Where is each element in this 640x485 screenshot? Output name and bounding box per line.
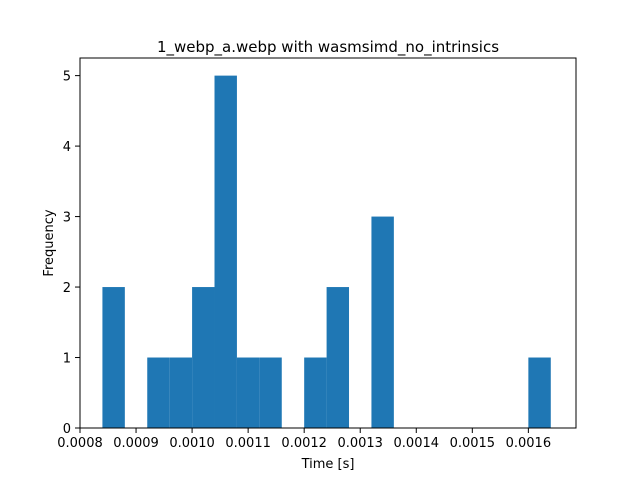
y-axis-label: Frequency bbox=[42, 209, 57, 276]
y-tick-label-3: 3 bbox=[63, 211, 71, 226]
histogram-bar-10 bbox=[326, 287, 350, 428]
histogram-bar-7 bbox=[259, 357, 282, 428]
histogram-bar-5 bbox=[214, 75, 237, 429]
x-tick-label-4: 0.0012 bbox=[281, 436, 327, 451]
histogram-bar-19 bbox=[528, 357, 551, 428]
x-tick-label-7: 0.0015 bbox=[450, 436, 496, 451]
y-tick-label-4: 4 bbox=[63, 140, 71, 155]
y-tick-label-0: 0 bbox=[63, 422, 71, 437]
y-tick-label-2: 2 bbox=[63, 281, 71, 296]
x-tick-label-6: 0.0014 bbox=[394, 436, 440, 451]
histogram-bar-3 bbox=[169, 357, 193, 428]
bars-layer bbox=[102, 75, 551, 429]
histogram-bar-4 bbox=[192, 287, 215, 428]
x-tick-label-3: 0.0011 bbox=[225, 436, 271, 451]
x-axis-label: Time [s] bbox=[301, 457, 355, 472]
histogram-bar-9 bbox=[304, 357, 327, 428]
x-tick-label-2: 0.0010 bbox=[169, 436, 215, 451]
x-tick-label-0: 0.0008 bbox=[57, 436, 103, 451]
y-tick-label-5: 5 bbox=[63, 70, 71, 85]
y-tick-label-1: 1 bbox=[63, 352, 71, 367]
histogram-bar-6 bbox=[236, 357, 260, 428]
histogram-bar-12 bbox=[371, 216, 394, 428]
x-tick-label-1: 0.0009 bbox=[113, 436, 159, 451]
x-tick-label-5: 0.0013 bbox=[337, 436, 383, 451]
y-axis-ticks: 0 1 2 3 4 5 bbox=[63, 70, 80, 437]
x-axis-ticks: 0.0008 0.0009 0.0010 0.0011 0.0012 0.0013 0.00… bbox=[57, 428, 551, 451]
histogram-bar-2 bbox=[147, 357, 170, 428]
chart-title: 1_webp_a.webp with wasmsimd_no_intrinsic… bbox=[157, 38, 499, 57]
histogram-bar-0 bbox=[102, 287, 125, 428]
plot-frame bbox=[79, 57, 577, 429]
x-tick-label-8: 0.0016 bbox=[506, 436, 552, 451]
